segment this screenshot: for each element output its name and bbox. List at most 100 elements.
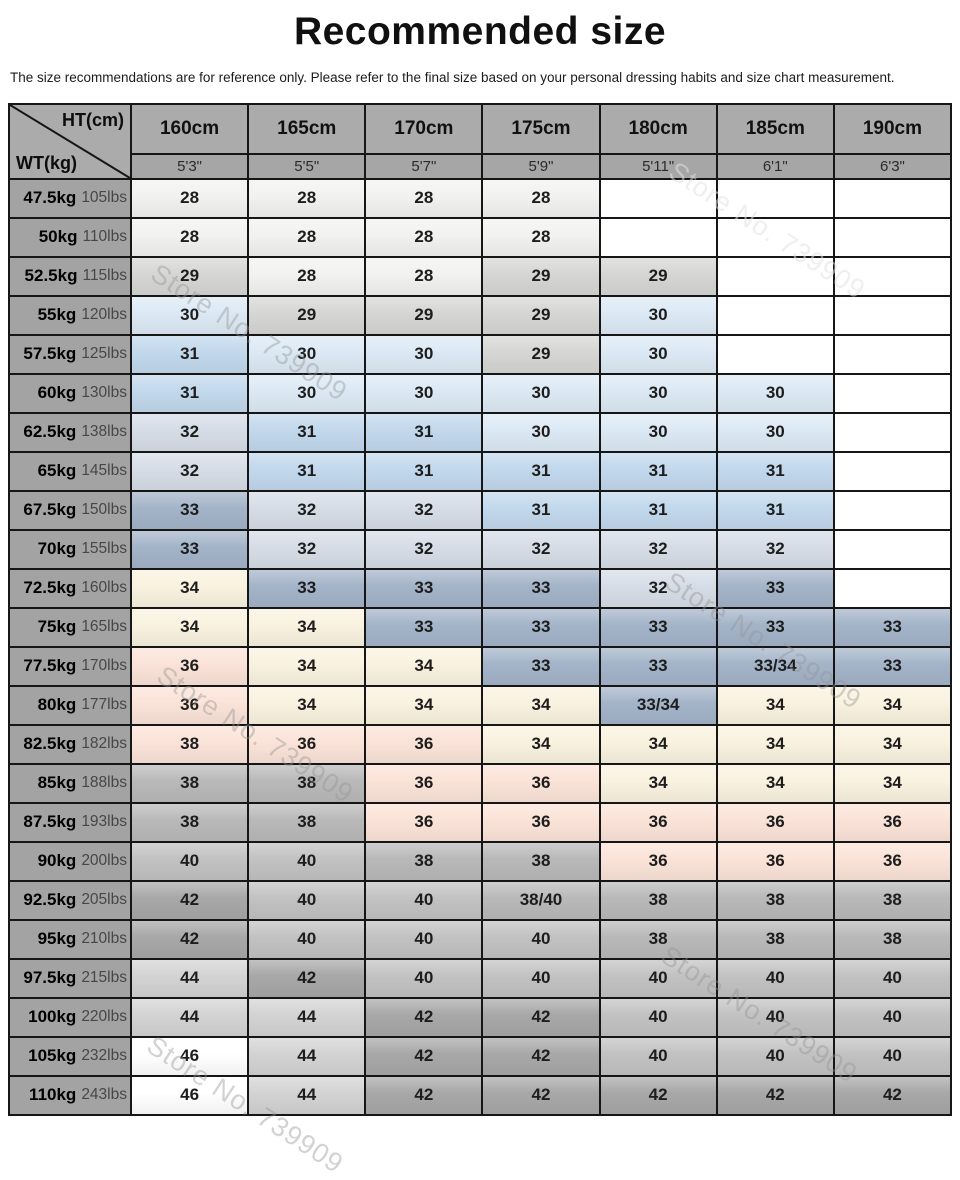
height-cm-header: 170cm xyxy=(364,102,484,155)
weight-lbs-label: 205lbs xyxy=(81,891,127,909)
row-label-wrap: 105kg 232lbs xyxy=(11,1046,129,1066)
size-cell: 32 xyxy=(364,528,484,570)
size-cell: 40 xyxy=(364,879,484,921)
size-cell: 38 xyxy=(364,840,484,882)
size-cell: 33 xyxy=(364,606,484,648)
size-cell: 33 xyxy=(481,606,601,648)
size-cell: 34 xyxy=(129,606,250,648)
header-row-ft: 5'3" 5'5" 5'7" 5'9" 5'11" 6'1" 6'3" xyxy=(9,152,953,180)
size-cell: 36 xyxy=(481,762,601,804)
table-row: 50kg 110lbs 28 28 28 28 xyxy=(8,216,953,258)
size-cell: 28 xyxy=(247,255,367,297)
size-cell: 40 xyxy=(247,918,367,960)
size-cell: 44 xyxy=(129,957,250,999)
size-cell: 34 xyxy=(481,723,601,765)
table-row: 92.5kg 205lbs 42 40 40 38/40 38 38 38 xyxy=(8,879,953,921)
size-cell: 30 xyxy=(598,333,718,375)
size-cell: 40 xyxy=(364,957,484,999)
size-cell xyxy=(598,216,718,258)
size-cell: 31 xyxy=(715,450,835,492)
size-cell: 42 xyxy=(364,996,484,1038)
size-cell: 33 xyxy=(481,645,601,687)
row-label-wrap: 77.5kg 170lbs xyxy=(11,656,129,676)
size-cell: 40 xyxy=(129,840,250,882)
weight-kg-label: 57.5kg xyxy=(23,344,77,364)
size-cell: 40 xyxy=(598,1035,718,1077)
table-row: 80kg 177lbs 36 34 34 34 33/34 34 34 xyxy=(8,684,953,726)
size-cell: 36 xyxy=(364,801,484,843)
size-cell: 38 xyxy=(247,801,367,843)
weight-lbs-label: 193lbs xyxy=(81,813,127,831)
table-row: 47.5kg 105lbs 28 28 28 28 xyxy=(8,177,953,219)
size-cell: 34 xyxy=(247,684,367,726)
row-label-wrap: 95kg 210lbs xyxy=(11,929,129,949)
row-label: 105kg 232lbs xyxy=(8,1035,132,1077)
row-label: 100kg 220lbs xyxy=(8,996,132,1038)
row-label-wrap: 100kg 220lbs xyxy=(11,1007,129,1027)
size-cell: 40 xyxy=(481,918,601,960)
row-label-wrap: 92.5kg 205lbs xyxy=(11,890,129,910)
size-cell: 30 xyxy=(598,294,718,336)
size-cell: 36 xyxy=(129,684,250,726)
table-row: 100kg 220lbs 44 44 42 42 40 40 40 xyxy=(8,996,953,1038)
size-cell: 36 xyxy=(832,840,953,882)
row-label-wrap: 85kg 188lbs xyxy=(11,773,129,793)
size-cell: 36 xyxy=(715,840,835,882)
size-cell xyxy=(832,411,953,453)
row-label-wrap: 62.5kg 138lbs xyxy=(11,422,129,442)
height-ft-header: 6'3" xyxy=(832,152,953,180)
size-cell: 31 xyxy=(481,489,601,531)
size-cell: 34 xyxy=(598,762,718,804)
size-cell: 33 xyxy=(364,567,484,609)
size-cell: 36 xyxy=(481,801,601,843)
size-cell: 33 xyxy=(598,606,718,648)
size-cell xyxy=(832,489,953,531)
row-label-wrap: 75kg 165lbs xyxy=(11,617,129,637)
size-cell: 29 xyxy=(481,333,601,375)
row-label-wrap: 65kg 145lbs xyxy=(11,461,129,481)
size-cell: 36 xyxy=(364,762,484,804)
size-cell: 31 xyxy=(364,450,484,492)
weight-lbs-label: 130lbs xyxy=(81,384,127,402)
size-cell: 42 xyxy=(481,1074,601,1116)
weight-kg-label: 100kg xyxy=(28,1007,77,1027)
size-cell: 34 xyxy=(247,645,367,687)
row-label: 65kg 145lbs xyxy=(8,450,132,492)
weight-kg-label: 110kg xyxy=(29,1085,77,1105)
table-row: 95kg 210lbs 42 40 40 40 38 38 38 xyxy=(8,918,953,960)
page-title: Recommended size xyxy=(293,10,667,53)
size-cell: 44 xyxy=(247,1074,367,1116)
size-cell: 33 xyxy=(129,489,250,531)
size-cell: 40 xyxy=(715,996,835,1038)
size-table: HT(cm) WT(kg) 160cm 165cm 170cm 175cm 180cm 185… xyxy=(8,102,953,1116)
row-label: 47.5kg 105lbs xyxy=(8,177,132,219)
size-cell: 40 xyxy=(715,957,835,999)
row-label-wrap: 50kg 110lbs xyxy=(11,227,129,247)
row-label: 62.5kg 138lbs xyxy=(8,411,132,453)
table-row: 87.5kg 193lbs 38 38 36 36 36 36 36 xyxy=(8,801,953,843)
height-ft-header: 5'11" xyxy=(598,152,718,180)
size-cell: 38 xyxy=(247,762,367,804)
weight-lbs-label: 243lbs xyxy=(81,1086,127,1104)
size-cell: 28 xyxy=(247,216,367,258)
row-label: 80kg 177lbs xyxy=(8,684,132,726)
weight-lbs-label: 165lbs xyxy=(81,618,127,636)
disclaimer-text: The size recommendations are for referen… xyxy=(10,70,895,85)
weight-lbs-label: 105lbs xyxy=(81,189,127,207)
size-cell xyxy=(598,177,718,219)
size-cell: 28 xyxy=(129,177,250,219)
size-cell: 31 xyxy=(247,411,367,453)
table-row: 57.5kg 125lbs 31 30 30 29 30 xyxy=(8,333,953,375)
size-cell: 36 xyxy=(364,723,484,765)
weight-kg-label: 92.5kg xyxy=(23,890,77,910)
row-label: 110kg 243lbs xyxy=(8,1074,132,1116)
size-cell: 31 xyxy=(364,411,484,453)
height-ft-header: 6'1" xyxy=(715,152,835,180)
row-label-wrap: 70kg 155lbs xyxy=(11,539,129,559)
size-cell: 38 xyxy=(715,879,835,921)
size-cell: 33 xyxy=(598,645,718,687)
height-ft-header: 5'9" xyxy=(481,152,601,180)
weight-kg-label: 70kg xyxy=(37,539,77,559)
row-label-wrap: 110kg 243lbs xyxy=(11,1085,129,1105)
row-label-wrap: 57.5kg 125lbs xyxy=(11,344,129,364)
